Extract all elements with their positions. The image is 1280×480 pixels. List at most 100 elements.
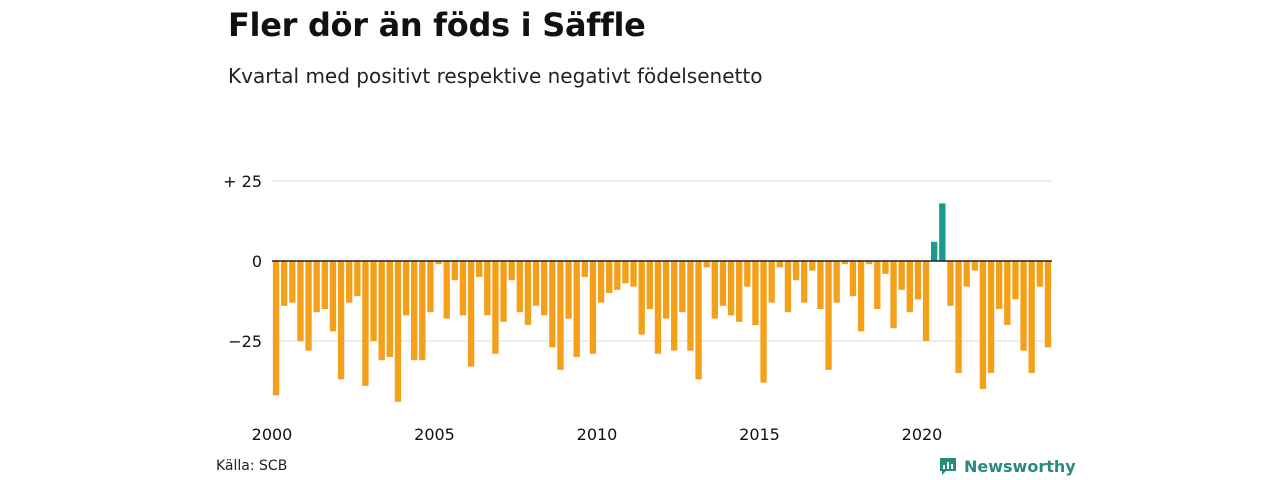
- bar-negative: [467, 261, 475, 367]
- bar-negative: [955, 261, 962, 373]
- bar-negative: [809, 261, 816, 271]
- bar-negative: [297, 261, 304, 341]
- bar-negative: [1004, 261, 1011, 325]
- bar-negative: [833, 261, 840, 303]
- bar-negative: [394, 261, 402, 402]
- bar-negative: [459, 261, 467, 316]
- bar-negative: [662, 261, 670, 319]
- bar-negative: [354, 261, 361, 297]
- bar-negative: [744, 261, 751, 287]
- gridlines: [272, 180, 1052, 342]
- bar-negative: [370, 261, 377, 341]
- bar-negative: [581, 261, 588, 277]
- bar-positive: [939, 203, 946, 261]
- bar-negative: [841, 261, 848, 265]
- bar-negative: [573, 261, 580, 357]
- bar-negative: [557, 261, 564, 370]
- bar-negative: [987, 261, 995, 373]
- bar-negative: [622, 261, 629, 284]
- bar-negative: [281, 261, 288, 306]
- bar-negative: [1020, 261, 1027, 351]
- x-tick-label: 2015: [739, 425, 780, 444]
- bar-negative: [922, 261, 930, 341]
- bar-negative: [1012, 261, 1019, 300]
- bar-negative: [614, 261, 621, 290]
- bar-negative: [378, 261, 385, 361]
- bar-negative: [346, 261, 353, 303]
- bar-negative: [484, 261, 491, 316]
- bar-negative: [313, 261, 320, 313]
- bar-negative: [402, 261, 410, 316]
- bar-negative: [1044, 261, 1052, 348]
- source-note: Källa: SCB: [216, 458, 288, 474]
- chart-title: Fler dör än föds i Säffle: [228, 6, 646, 44]
- bar-negative: [679, 261, 686, 313]
- y-tick-label: −25: [228, 332, 262, 351]
- brand-name: Newsworthy: [964, 456, 1076, 476]
- y-tick-label: + 25: [223, 172, 262, 191]
- bar-negative: [825, 261, 832, 370]
- brand-logo: Newsworthy: [938, 456, 1076, 476]
- bar-negative: [443, 261, 450, 319]
- bar-negative: [866, 261, 873, 265]
- bar-negative: [890, 261, 897, 329]
- bar-negative: [947, 261, 954, 306]
- bar-negative: [996, 261, 1003, 309]
- bar-negative: [337, 261, 345, 380]
- bar-negative: [362, 261, 369, 386]
- bar-negative: [906, 261, 913, 313]
- bar-negative: [476, 261, 483, 277]
- bar-negative: [597, 261, 605, 303]
- bar-negative: [719, 261, 727, 306]
- bar-negative: [646, 261, 653, 309]
- bar-negative: [451, 261, 458, 281]
- bar-negative: [589, 261, 597, 354]
- bar-negative: [272, 261, 280, 396]
- bar-negative: [801, 261, 808, 303]
- bar-negative: [500, 261, 507, 322]
- bar-negative: [898, 261, 905, 290]
- bar-negative: [565, 261, 572, 319]
- bar-chart: + 25 0 −25 2000 2005 2010 2015 2020: [223, 172, 1052, 444]
- x-tick-label: 2020: [902, 425, 943, 444]
- bar-negative: [776, 261, 783, 268]
- bar-negative: [752, 261, 759, 325]
- bar-negative: [638, 261, 645, 335]
- bar-negative: [849, 261, 857, 297]
- bars: [272, 203, 1052, 402]
- bar-negative: [427, 261, 434, 313]
- bar-negative: [784, 261, 792, 313]
- bar-negative: [817, 261, 824, 309]
- bar-negative: [914, 261, 922, 300]
- bar-negative: [792, 261, 800, 281]
- bar-negative: [727, 261, 735, 316]
- bar-negative: [541, 261, 548, 316]
- x-axis: 2000 2005 2010 2015 2020: [252, 425, 943, 444]
- y-tick-label: 0: [252, 252, 262, 271]
- bar-negative: [532, 261, 540, 306]
- x-tick-label: 2010: [577, 425, 618, 444]
- bar-negative: [963, 261, 970, 287]
- bar-negative: [321, 261, 328, 309]
- bar-negative: [882, 261, 889, 274]
- bar-negative: [606, 261, 613, 293]
- bar-negative: [1036, 261, 1043, 287]
- bar-negative: [760, 261, 767, 383]
- x-tick-label: 2005: [414, 425, 455, 444]
- bar-negative: [857, 261, 865, 332]
- bar-negative: [768, 261, 775, 303]
- bar-negative: [695, 261, 702, 380]
- bar-negative: [671, 261, 678, 351]
- bar-negative: [305, 261, 312, 351]
- bar-negative: [435, 261, 442, 265]
- bar-negative: [549, 261, 556, 348]
- bar-negative: [411, 261, 418, 361]
- bar-negative: [654, 261, 662, 354]
- chart-subtitle: Kvartal med positivt respektive negativt…: [228, 64, 763, 88]
- bar-negative: [703, 261, 710, 268]
- bar-negative: [329, 261, 337, 332]
- bar-negative: [492, 261, 499, 354]
- bar-negative: [516, 261, 523, 313]
- bar-negative: [630, 261, 637, 287]
- bar-negative: [736, 261, 743, 322]
